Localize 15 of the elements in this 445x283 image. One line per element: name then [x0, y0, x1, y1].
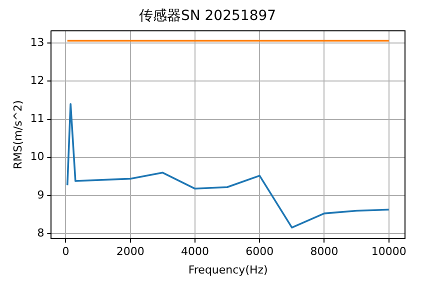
- y-tick-label: 9: [37, 188, 44, 202]
- x-tick-label: 0: [62, 245, 70, 258]
- y-tick-label: 11: [30, 112, 44, 126]
- x-tick-label: 4000: [180, 245, 209, 258]
- chart-title: 传感器SN 20251897: [138, 8, 276, 24]
- y-tick-label: 13: [30, 36, 44, 49]
- x-tick-label: 8000: [310, 245, 338, 258]
- y-tick-label: 8: [37, 226, 44, 240]
- x-axis-title: Frequency(Hz): [188, 263, 268, 276]
- x-tick-label: 2000: [116, 245, 144, 258]
- x-tick-label: 6000: [246, 245, 274, 258]
- y-tick-label: 10: [30, 150, 44, 164]
- x-tick-label: 10000: [371, 245, 406, 258]
- y-axis-title: RMS(m/s^2): [11, 100, 24, 170]
- y-tick-label: 12: [30, 74, 44, 87]
